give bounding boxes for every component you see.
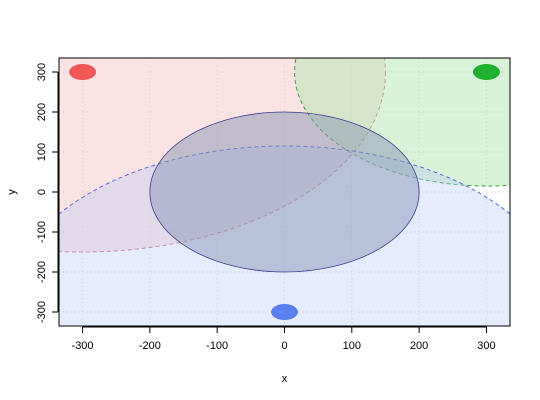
central-circle-layer (149, 111, 420, 273)
data-point-1 (69, 64, 97, 80)
x-tick-label: 0 (281, 340, 287, 352)
y-axis: -300 -200 -100 0 100 200 300 (36, 63, 59, 323)
x-tick-label: -200 (139, 340, 161, 352)
data-point-3 (271, 304, 298, 320)
x-axis-title: x (282, 373, 288, 385)
y-tick-label: -100 (36, 221, 48, 243)
y-tick-label: 200 (36, 103, 48, 121)
central-circle (149, 111, 420, 273)
y-tick-label: -300 (36, 301, 48, 323)
x-tick-label: -300 (72, 340, 94, 352)
y-tick-label: 0 (36, 189, 48, 195)
x-tick-label: -100 (206, 340, 228, 352)
x-tick-label: 200 (410, 340, 428, 352)
y-tick-label: 300 (36, 63, 48, 81)
y-tick-label: 100 (36, 143, 48, 161)
y-tick-label: -200 (36, 261, 48, 283)
region-circle-2 (294, 58, 510, 187)
y-axis-title: y (6, 189, 18, 195)
x-tick-label: 100 (343, 340, 361, 352)
x-axis: -300 -200 -100 0 100 200 300 (72, 326, 496, 352)
plot-box (58, 57, 511, 327)
data-point-2 (472, 64, 500, 80)
x-tick-label: 300 (477, 340, 495, 352)
points (69, 64, 500, 320)
